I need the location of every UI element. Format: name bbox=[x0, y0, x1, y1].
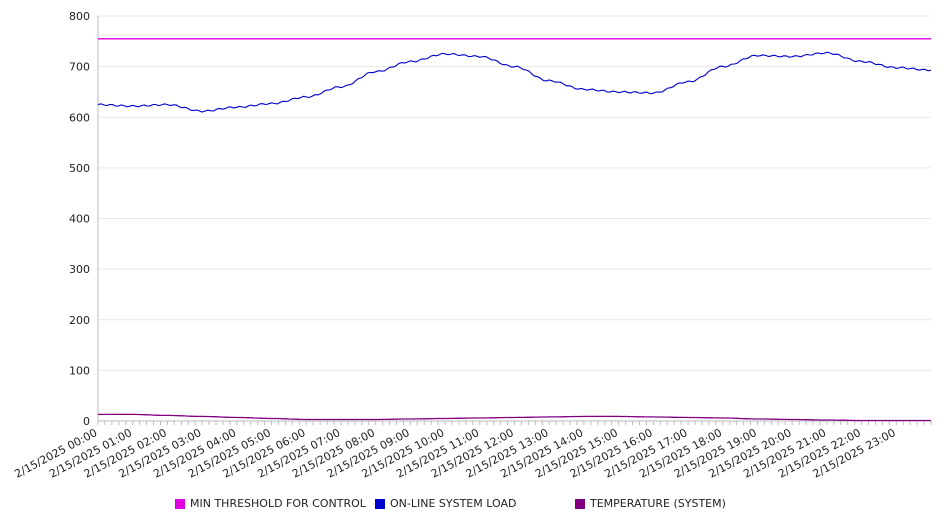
legend-item: ON-LINE SYSTEM LOAD bbox=[375, 497, 516, 510]
y-tick-label: 400 bbox=[69, 213, 90, 226]
legend-label: ON-LINE SYSTEM LOAD bbox=[390, 497, 517, 510]
legend-item: MIN THRESHOLD FOR CONTROL bbox=[175, 497, 366, 510]
legend-swatch bbox=[175, 498, 185, 509]
y-tick-label: 600 bbox=[69, 111, 90, 124]
y-tick-label: 800 bbox=[69, 10, 90, 23]
legend-swatch bbox=[575, 498, 585, 509]
y-tick-label: 200 bbox=[69, 314, 90, 327]
y-tick-label: 700 bbox=[69, 61, 90, 74]
legend-swatch bbox=[375, 498, 385, 509]
y-tick-label: 0 bbox=[83, 415, 90, 428]
chart-legend: MIN THRESHOLD FOR CONTROL ON-LINE SYSTEM … bbox=[0, 497, 946, 517]
legend-label: TEMPERATURE (SYSTEM) bbox=[590, 497, 726, 510]
series-line-1 bbox=[97, 51, 932, 113]
legend-label: MIN THRESHOLD FOR CONTROL bbox=[190, 497, 366, 510]
y-tick-label: 500 bbox=[69, 162, 90, 175]
y-tick-label: 100 bbox=[69, 364, 90, 377]
series-line-2 bbox=[98, 413, 931, 422]
y-tick-label: 300 bbox=[69, 263, 90, 276]
legend-item: TEMPERATURE (SYSTEM) bbox=[575, 497, 726, 510]
